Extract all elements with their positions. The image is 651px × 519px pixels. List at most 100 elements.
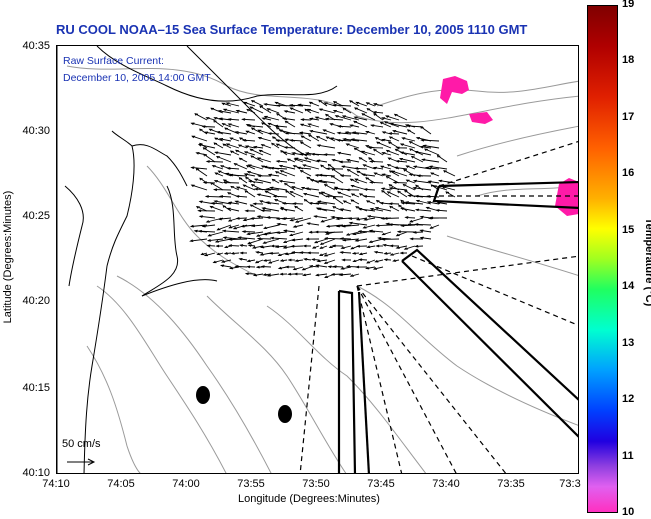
current-vector [324, 184, 336, 191]
current-vector-head [279, 207, 284, 211]
current-vector [420, 229, 432, 233]
current-vector [405, 216, 416, 219]
current-vector [317, 259, 328, 262]
current-vector-head [252, 202, 257, 206]
colorbar-tick: 10 [622, 506, 635, 518]
current-vector [324, 252, 336, 257]
current-vector-head [306, 108, 311, 112]
current-vector [203, 147, 216, 156]
current-vector-head [263, 103, 268, 106]
x-tick: 74:05 [107, 478, 135, 490]
current-vector [257, 193, 272, 198]
current-vector-head [350, 199, 355, 202]
current-vector-head [290, 251, 296, 254]
current-vector-head [198, 200, 203, 204]
current-vector [364, 188, 376, 191]
current-vector-head [345, 188, 350, 192]
current-vector-head [323, 253, 328, 257]
current-vector [349, 222, 368, 226]
current-vector [430, 224, 440, 229]
current-vector [358, 230, 376, 233]
current-vector [422, 159, 440, 163]
current-vector-head [355, 206, 360, 209]
current-vector-head [377, 236, 382, 240]
current-vector [396, 245, 408, 249]
current-vector-head [224, 127, 229, 131]
current-vector-head [197, 143, 203, 147]
current-vector [340, 238, 352, 240]
current-vector [264, 231, 280, 235]
current-vector-head [388, 202, 393, 206]
current-vector-head [353, 116, 358, 120]
current-vector-head [419, 229, 424, 233]
current-vector-head [244, 145, 249, 148]
current-vector-head [302, 244, 307, 248]
current-vector-head [222, 179, 227, 183]
current-vector-head [344, 131, 349, 134]
current-vector [292, 186, 304, 191]
current-vector [216, 156, 232, 163]
current-vector-head [429, 226, 434, 229]
current-vector-head [352, 259, 357, 263]
map-panel[interactable] [56, 45, 579, 474]
current-vector [273, 195, 288, 198]
current-vector [323, 129, 336, 135]
current-vector-head [273, 124, 279, 128]
current-vector-head [197, 229, 203, 233]
current-vector-head [424, 148, 428, 152]
y-tick: 40:35 [22, 40, 50, 52]
current-vector-head [269, 236, 275, 240]
current-vector-head [241, 118, 246, 121]
current-vector [300, 170, 312, 177]
current-vector-head [419, 145, 424, 149]
current-vector-head [229, 266, 234, 270]
current-vector-head [420, 138, 425, 142]
current-vector-head [220, 165, 225, 168]
current-vector [271, 237, 288, 240]
current-vector [230, 174, 248, 177]
current-vector [389, 187, 408, 191]
current-vector-head [213, 119, 217, 123]
current-vector [349, 100, 360, 107]
current-vector-head [202, 181, 207, 185]
current-vector-head [380, 216, 385, 220]
current-vector [310, 179, 328, 184]
current-vector [346, 231, 360, 236]
current-vector [260, 252, 272, 256]
current-vector-head [346, 168, 351, 172]
current-vector [413, 187, 432, 191]
y-tick: 40:25 [22, 210, 50, 222]
sst-patches [440, 76, 578, 216]
current-vector-head [247, 244, 252, 247]
current-vector-head [284, 252, 289, 256]
current-vector [249, 180, 264, 184]
current-vector-head [225, 102, 230, 105]
current-vector [427, 201, 440, 205]
current-vector [236, 217, 248, 219]
current-vector-head [372, 166, 377, 170]
current-vector-head [207, 233, 212, 237]
current-vector [218, 110, 232, 114]
current-vector-head [259, 200, 264, 203]
current-vector [354, 116, 368, 121]
current-vector-head [385, 222, 390, 226]
current-vector-head [385, 175, 390, 179]
current-vector-head [410, 155, 415, 159]
current-vector [351, 138, 368, 142]
current-vector-head [217, 109, 222, 113]
current-vector-head [275, 139, 280, 143]
current-vector [268, 259, 280, 264]
current-vector-head [299, 123, 304, 127]
current-vector-head [405, 179, 410, 183]
current-vector [259, 105, 272, 114]
current-vector-head [249, 148, 254, 152]
current-vector-head [407, 194, 412, 198]
current-vector-head [189, 224, 194, 228]
current-vector-head [379, 201, 384, 205]
current-vector-head [349, 274, 354, 277]
current-vector [415, 151, 432, 156]
current-vector [316, 135, 328, 142]
current-vector-head [349, 178, 354, 182]
current-vector-head [314, 173, 319, 177]
current-vector [316, 202, 328, 205]
